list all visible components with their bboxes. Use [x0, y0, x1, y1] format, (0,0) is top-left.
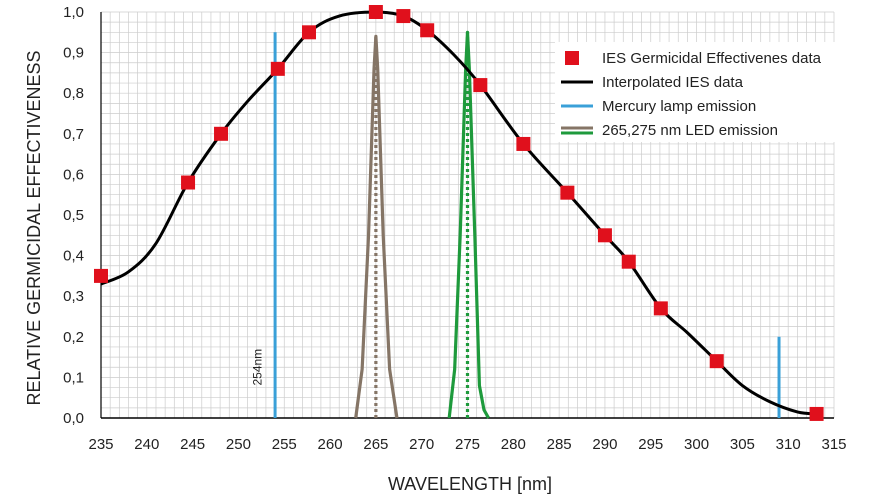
ies-data-point: [368, 5, 383, 19]
y-tick-label: 0,7: [63, 126, 84, 143]
legend-swatch-ies-points: [565, 51, 579, 65]
x-tick-label: 285: [547, 436, 572, 453]
x-tick-label: 240: [134, 436, 159, 453]
legend-entry-label: Interpolated IES data: [602, 74, 744, 91]
ies-data-point: [396, 9, 411, 24]
x-tick-label: 280: [501, 436, 526, 453]
ies-data-point: [560, 185, 575, 200]
ies-data-point: [94, 268, 108, 283]
x-tick-label: 310: [776, 436, 801, 453]
ies-data-point: [809, 406, 824, 421]
legend-entry-label: Mercury lamp emission: [602, 98, 756, 115]
x-tick-label: 270: [409, 436, 434, 453]
legend-background: [555, 42, 893, 142]
ies-data-point: [214, 126, 229, 141]
ies-data-point: [516, 136, 531, 151]
ies-data-point: [597, 228, 612, 243]
wavelength-annotation: 254nm: [250, 349, 264, 386]
x-tick-label: 275: [455, 436, 480, 453]
y-tick-label: 0,5: [63, 207, 84, 224]
legend: IES Germicidal Effectivenes data Interpol…: [555, 42, 893, 142]
y-tick-label: 0,1: [63, 369, 84, 386]
y-tick-label: 0,6: [63, 166, 84, 183]
x-tick-label: 245: [180, 436, 205, 453]
ies-data-point: [181, 175, 196, 190]
y-tick-label: 0,9: [63, 45, 84, 62]
ies-data-point: [270, 61, 285, 76]
x-tick-label: 315: [821, 436, 846, 453]
y-tick-label: 1,0: [63, 4, 84, 21]
x-axis-title: WAVELENGTH [nm]: [388, 474, 552, 494]
y-tick-labels: 0,0 0,1 0,2 0,3 0,4 0,5 0,6 0,7 0,8 0,9 1,0: [63, 4, 84, 427]
x-tick-label: 260: [318, 436, 343, 453]
x-tick-label: 235: [88, 436, 113, 453]
ies-data-point: [420, 23, 435, 38]
ies-data-point: [473, 78, 488, 93]
ies-data-point: [709, 354, 724, 369]
x-tick-label: 290: [592, 436, 617, 453]
legend-entry-label: 265,275 nm LED emission: [602, 122, 778, 139]
led-emission-peak-265: [354, 34, 399, 419]
x-tick-labels: 235 240 245 250 255 260 265 270 275 280 285 290 295 3…: [88, 436, 846, 453]
y-tick-label: 0,0: [63, 410, 84, 427]
x-tick-label: 250: [226, 436, 251, 453]
x-tick-label: 305: [730, 436, 755, 453]
plot-area: 254nm: [94, 5, 824, 421]
ies-data-point: [621, 254, 636, 269]
x-tick-label: 300: [684, 436, 709, 453]
y-tick-label: 0,8: [63, 85, 84, 102]
x-tick-label: 295: [638, 436, 663, 453]
y-tick-label: 0,3: [63, 288, 84, 305]
y-tick-label: 0,4: [63, 248, 84, 265]
x-tick-label: 265: [363, 436, 388, 453]
y-axis-title: RELATIVE GERMICIDAL EFFECTIVENESS: [24, 50, 44, 405]
ies-data-point: [301, 25, 316, 40]
legend-entry-label: IES Germicidal Effectivenes data: [602, 50, 822, 67]
ies-data-point: [653, 301, 668, 316]
x-tick-label: 255: [272, 436, 297, 453]
y-tick-label: 0,2: [63, 329, 84, 346]
